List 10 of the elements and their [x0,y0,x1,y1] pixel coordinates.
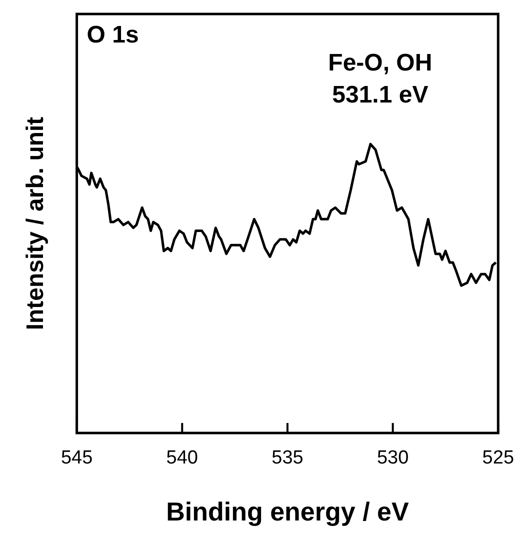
x-tick-label: 525 [482,448,514,469]
text: Fe-O, OH [328,50,432,77]
y-axis-title: Intensity / arb. unit [22,116,50,330]
x-axis-title: Binding energy / eV [166,496,410,527]
x-tick-label: 530 [376,448,409,469]
text: O 1s [86,22,139,49]
x-tick-label: 535 [272,448,304,469]
x-tick-label: 540 [166,448,198,469]
text: 531.1 eV [332,82,428,109]
x-tick-label: 545 [60,448,93,469]
